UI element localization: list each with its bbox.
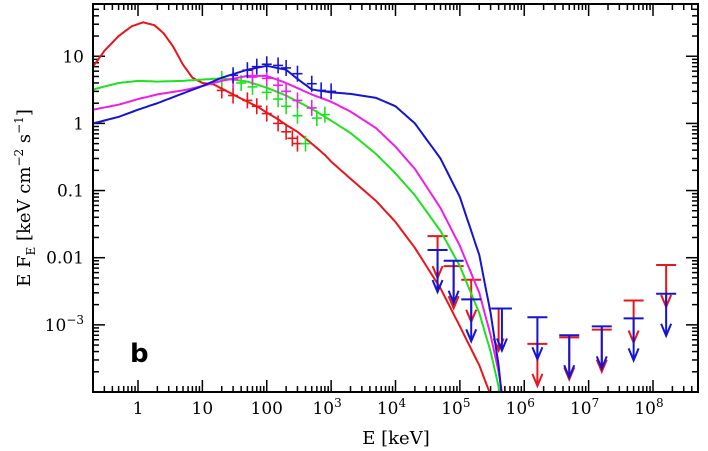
data-point-blue [326, 83, 337, 100]
data-point-green [281, 98, 292, 115]
upper-limit-blue [461, 298, 482, 344]
x-tick-label-exponent: 7 [592, 396, 600, 410]
upper-limit-blue [527, 316, 548, 362]
upper-limit-arrowhead [447, 290, 460, 306]
y-tick-label: 10 [62, 47, 84, 67]
data-point-green [319, 106, 330, 123]
data-point-green [261, 84, 272, 101]
plot-frame [92, 3, 699, 393]
x-tick-label: 108 [634, 396, 663, 419]
data-point-blue [292, 65, 303, 82]
x-tick-label-exponent: 8 [656, 396, 664, 410]
upper-limit-blue [623, 317, 644, 363]
upper-limit-blue [443, 259, 464, 306]
upper-limit-arrowhead [465, 328, 478, 344]
upper-limit-arrowhead [496, 338, 508, 354]
x-tick-label: 104 [377, 396, 407, 419]
upper-limit-arrowhead [627, 347, 640, 363]
data-point-red [251, 98, 262, 115]
data-point-red [261, 105, 272, 122]
x-tick-label: 103 [312, 396, 341, 419]
y-tick-label-exponent: −3 [66, 313, 84, 327]
model-curve-blue [93, 64, 503, 392]
upper-limit-blue [491, 307, 512, 354]
x-tick-label: 107 [570, 396, 599, 419]
upper-limit-blue [591, 325, 612, 371]
data-point-red [242, 92, 253, 109]
data-point-blue [316, 82, 327, 99]
data-point-magenta [292, 92, 303, 109]
upper-limit-arrowhead [660, 323, 673, 339]
upper-limit-arrowhead [531, 373, 544, 389]
data-point-blue [306, 75, 317, 92]
y-tick-label: 0.1 [57, 182, 84, 202]
data-point-green [273, 91, 284, 108]
data-point-magenta [273, 77, 284, 94]
data-point-blue [251, 58, 262, 75]
x-tick-label: 105 [441, 396, 470, 419]
x-tick-label-exponent: 5 [463, 396, 471, 410]
x-tick-label-exponent: 6 [527, 396, 535, 410]
data-point-magenta [281, 83, 292, 100]
x-tick-labels: 1 10 100 103 104 105 106 107 108 [133, 396, 664, 419]
data-point-green [292, 107, 303, 124]
upper-limit-arrowhead [447, 295, 460, 311]
data-point-red [273, 115, 284, 132]
model-curve-red [93, 21, 491, 392]
series-magenta [93, 69, 503, 392]
upper-limit-blue [427, 249, 448, 295]
data-point-green [311, 110, 322, 127]
data-point-magenta [306, 99, 317, 116]
data-point-blue [281, 59, 292, 76]
upper-limit-arrowhead [595, 359, 608, 375]
x-tick-label-exponent: 4 [399, 396, 407, 410]
data-point-blue [228, 67, 239, 84]
x-tick-label: 106 [506, 396, 535, 419]
data-point-blue [261, 56, 272, 73]
y-tick-label: 0.01 [46, 249, 84, 269]
upper-limit-arrowhead [531, 346, 544, 362]
series-blue [93, 56, 677, 392]
x-tick-label: 100 [251, 399, 283, 419]
tick-marks [92, 3, 699, 393]
series-layer [93, 21, 677, 392]
y-tick-label-base: 10 [45, 316, 67, 336]
upper-limit-arrowhead [431, 279, 444, 295]
upper-limit-arrowhead [563, 364, 576, 380]
y-tick-label: 1 [73, 114, 84, 134]
data-point-magenta [247, 69, 258, 86]
data-point-blue [273, 57, 284, 74]
x-tick-label: 1 [133, 399, 144, 419]
data-point-red [228, 87, 239, 104]
data-point-green [300, 135, 311, 152]
upper-limit-blue [559, 334, 580, 380]
y-axis-title: E FE [keV cm−2 s−1] [12, 109, 38, 287]
data-point-magenta [261, 70, 272, 87]
data-point-red [287, 130, 298, 147]
panel-label: b [130, 339, 149, 369]
upper-limit-arrowhead [595, 355, 608, 371]
x-tick-label-exponent: 3 [334, 396, 342, 410]
x-tick-label: 10 [192, 399, 214, 419]
x-axis-title: E [keV] [362, 428, 429, 449]
upper-limit-blue [656, 292, 677, 339]
model-curve-magenta [93, 74, 503, 392]
data-point-red [281, 123, 292, 140]
data-point-blue [242, 62, 253, 79]
y-tick-label: 10−3 [45, 313, 84, 336]
